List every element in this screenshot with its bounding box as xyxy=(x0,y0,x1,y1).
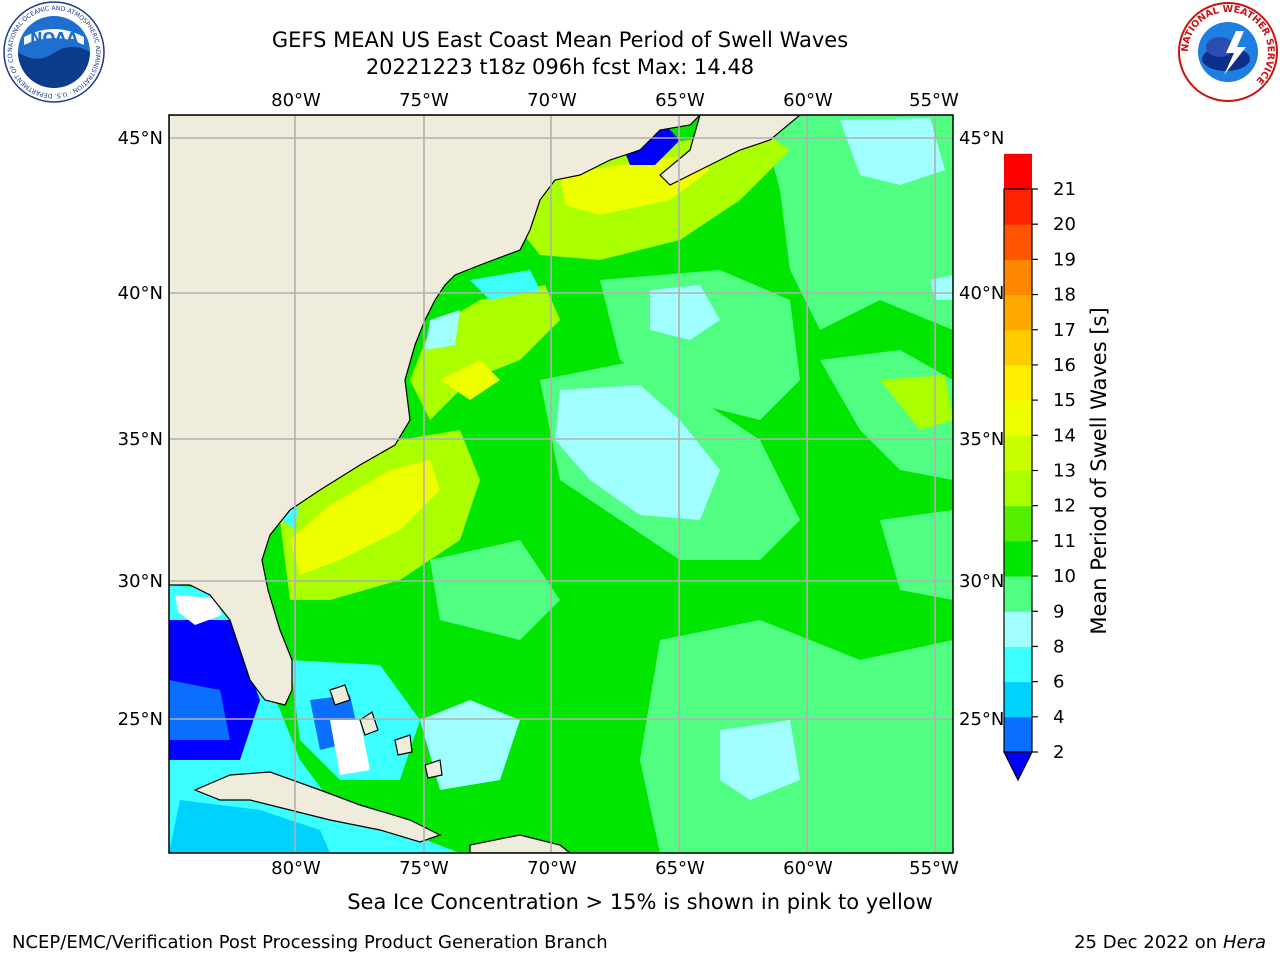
gridlines xyxy=(169,115,953,853)
colorbar: 2 4 6 8 9 10 11 12 13 14 15 16 17 18 19 20 21 xyxy=(1003,153,1076,782)
lat-label: 30°N xyxy=(118,571,163,592)
lon-label: 65°W xyxy=(655,90,705,111)
footer-branch: NCEP/EMC/Verification Post Processing Pr… xyxy=(12,932,608,953)
colorbar-tick-label: 17 xyxy=(1053,320,1076,341)
map-frame xyxy=(168,114,954,854)
lon-label: 55°W xyxy=(909,90,959,111)
colorbar-tick-label: 19 xyxy=(1053,249,1076,270)
lat-label: 25°N xyxy=(118,709,163,730)
colorbar-extend-min xyxy=(1003,751,1033,782)
swell-zone-9s xyxy=(430,115,953,853)
lon-label: 80°W xyxy=(271,858,321,879)
map-area xyxy=(169,115,953,853)
lat-label: 45°N xyxy=(959,128,1004,149)
lon-label: 55°W xyxy=(909,858,959,879)
noaa-logo-text: NOAA xyxy=(30,29,79,47)
colorbar-tick-label: 18 xyxy=(1053,285,1076,306)
colorbar-tick-label: 14 xyxy=(1053,425,1076,446)
colorbar-segment xyxy=(1004,259,1032,296)
colorbar-segment xyxy=(1004,329,1032,366)
lon-label: 70°W xyxy=(527,858,577,879)
colorbar-segment xyxy=(1004,681,1032,718)
colorbar-tick-label: 15 xyxy=(1053,390,1076,411)
colorbar-tick-label: 6 xyxy=(1053,672,1064,693)
colorbar-tick-label: 4 xyxy=(1053,707,1064,728)
footer-date: 25 Dec 2022 on Hera xyxy=(1074,932,1266,953)
lat-label: 45°N xyxy=(118,128,163,149)
lon-labels-top: 80°W 75°W 70°W 65°W 60°W 55°W xyxy=(271,90,959,111)
colorbar-segment xyxy=(1004,294,1032,331)
lon-label: 70°W xyxy=(527,90,577,111)
noaa-logo: NATIONAL OCEANIC AND ATMOSPHERIC ADMINIS… xyxy=(2,1,105,103)
lon-label: 80°W xyxy=(271,90,321,111)
colorbar-tick-label: 12 xyxy=(1053,496,1076,517)
colorbar-segment xyxy=(1004,364,1032,401)
sea-ice-caption: Sea Ice Concentration > 15% is shown in … xyxy=(347,890,933,914)
lat-label: 30°N xyxy=(959,571,1004,592)
land xyxy=(169,115,801,853)
colorbar-tick-label: 9 xyxy=(1053,601,1064,622)
colorbar-segment xyxy=(1004,505,1032,542)
colorbar-segment xyxy=(1004,611,1032,647)
colorbar-segment xyxy=(1004,435,1032,471)
lon-label: 60°W xyxy=(783,858,833,879)
chart-subtitle: 20221223 t18z 096h fcst Max: 14.48 xyxy=(365,55,755,79)
lon-label: 75°W xyxy=(399,858,449,879)
colorbar-segment xyxy=(1004,470,1032,507)
lon-labels-bottom: 80°W 75°W 70°W 65°W 60°W 55°W xyxy=(271,858,959,879)
footer-date-text: 25 Dec 2022 on xyxy=(1074,932,1218,953)
colorbar-segment xyxy=(1004,716,1032,753)
colorbar-tick-label: 20 xyxy=(1053,214,1076,235)
lon-label: 75°W xyxy=(399,90,449,111)
colorbar-tick-label: 11 xyxy=(1053,531,1076,552)
lon-label: 60°W xyxy=(783,90,833,111)
colorbar-tick-label: 10 xyxy=(1053,566,1076,587)
footer-host: Hera xyxy=(1222,932,1266,953)
colorbar-segment xyxy=(1004,153,1032,190)
lon-label: 65°W xyxy=(655,858,705,879)
colorbar-segment xyxy=(1004,400,1032,436)
lat-labels-left: 45°N 40°N 35°N 30°N 25°N xyxy=(118,128,163,730)
colorbar-tick-label: 2 xyxy=(1053,742,1064,763)
lat-labels-right: 45°N 40°N 35°N 30°N 25°N xyxy=(959,128,1004,730)
lat-label: 40°N xyxy=(959,283,1004,304)
lat-label: 35°N xyxy=(959,429,1004,450)
nws-logo: NATIONAL WEATHER SERVICE xyxy=(1178,2,1278,102)
colorbar-label: Mean Period of Swell Waves [s] xyxy=(1087,307,1111,634)
chart-title: GEFS MEAN US East Coast Mean Period of S… xyxy=(271,28,849,52)
colorbar-tick-label: 21 xyxy=(1053,179,1076,200)
colorbar-tick-label: 16 xyxy=(1053,355,1076,376)
lat-label: 40°N xyxy=(118,283,163,304)
colorbar-tick-label: 13 xyxy=(1053,461,1076,482)
colorbar-segment xyxy=(1004,189,1032,225)
colorbar-segment xyxy=(1004,576,1032,612)
colorbar-segment xyxy=(1004,224,1032,260)
colorbar-segment xyxy=(1004,646,1032,683)
colorbar-segment xyxy=(1004,540,1032,577)
colorbar-tick-label: 8 xyxy=(1053,636,1064,657)
lat-label: 35°N xyxy=(118,429,163,450)
lat-label: 25°N xyxy=(959,709,1004,730)
